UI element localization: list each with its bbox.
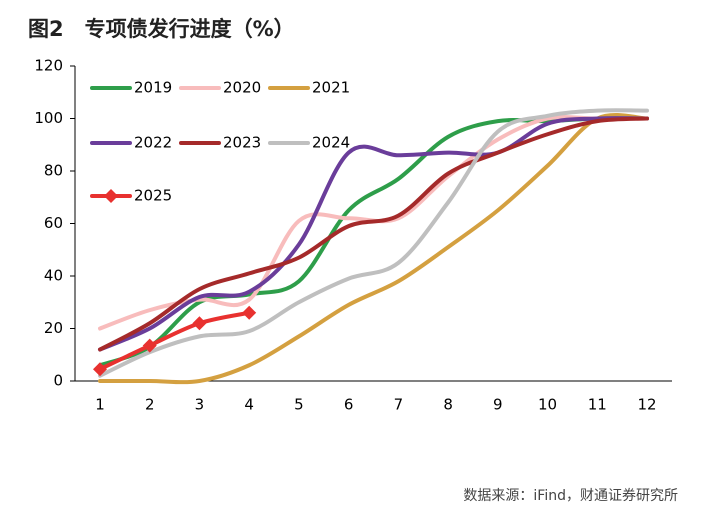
y-tick-label: 80 — [44, 162, 63, 180]
data-point — [242, 305, 257, 320]
series-line — [98, 116, 649, 352]
x-tick-label: 5 — [294, 396, 304, 414]
x-tick-label: 10 — [538, 396, 557, 414]
x-tick-label: 2 — [145, 396, 155, 414]
series-line — [98, 108, 649, 378]
series-line — [98, 116, 649, 368]
legend-label: 2024 — [312, 134, 350, 152]
y-tick-label: 120 — [34, 57, 63, 75]
chart-title: 图2 专项债发行进度（%） — [28, 17, 295, 41]
x-tick-label: 7 — [394, 396, 404, 414]
legend-label: 2023 — [223, 134, 261, 152]
y-tick-label: 0 — [53, 372, 63, 390]
x-tick-label: 8 — [443, 396, 453, 414]
legend-label: 2021 — [312, 79, 350, 97]
legend-marker — [104, 189, 118, 203]
x-tick-label: 6 — [344, 396, 354, 414]
x-tick-label: 3 — [195, 396, 205, 414]
legend-label: 2019 — [134, 79, 172, 97]
data-point — [192, 316, 207, 331]
x-tick-label: 9 — [493, 396, 503, 414]
x-tick-label: 1 — [95, 396, 105, 414]
y-tick-label: 40 — [44, 267, 63, 285]
series-line — [98, 113, 649, 385]
legend-label: 2025 — [134, 187, 172, 205]
x-tick-label: 4 — [244, 396, 254, 414]
legend-label: 2022 — [134, 134, 172, 152]
series-line — [98, 116, 649, 352]
y-tick-label: 60 — [44, 214, 63, 232]
data-point — [142, 338, 157, 353]
series-line — [98, 310, 252, 372]
x-tick-label: 12 — [637, 396, 656, 414]
y-tick-label: 20 — [44, 319, 63, 337]
legend-label: 2020 — [223, 79, 261, 97]
source-note: 数据来源：iFind，财通证券研究所 — [463, 488, 678, 504]
y-tick-label: 100 — [34, 109, 63, 127]
data-point — [93, 362, 107, 377]
x-tick-label: 11 — [588, 396, 607, 414]
